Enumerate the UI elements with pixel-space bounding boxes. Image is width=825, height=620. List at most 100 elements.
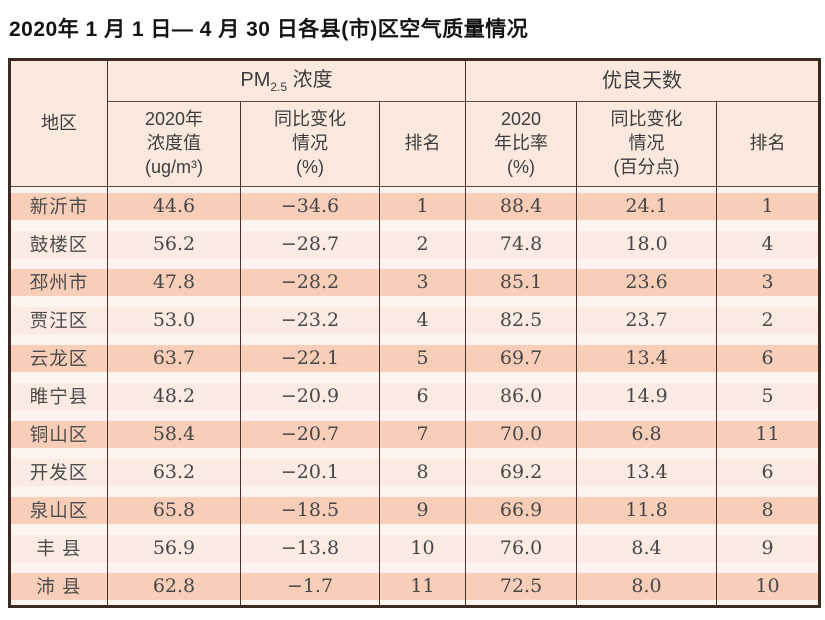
table-row: 云龙区 63.7 −22.1 5 69.7 13.4 6	[9, 339, 821, 377]
region-cell: 邳州市	[9, 263, 108, 301]
header-good-rank: 排名	[716, 101, 821, 187]
pm-rank-cell: 11	[378, 567, 467, 607]
table-row: 开发区 63.2 −20.1 8 69.2 13.4 6	[9, 453, 821, 491]
table-row: 沛 县 62.8 −1.7 11 72.5 8.0 10	[9, 567, 821, 607]
pm-rank-cell: 5	[378, 339, 467, 377]
good-ratio-cell: 85.1	[465, 263, 578, 301]
good-change-cell: 24.1	[576, 186, 718, 225]
good-ratio-cell: 72.5	[465, 567, 578, 607]
pm-value-cell: 48.2	[107, 377, 241, 415]
pm-change-cell: −28.2	[240, 263, 380, 301]
pm-change-cell: −1.7	[240, 567, 380, 607]
header-pm-group: PM2.5 浓度	[106, 59, 467, 102]
header-good-ratio: 2020 年比率 (%)	[465, 101, 578, 187]
region-cell: 铜山区	[9, 415, 108, 453]
header-pm-value: 2020年 浓度值 (ug/m³)	[107, 101, 241, 187]
pm-value-cell: 53.0	[107, 301, 241, 339]
pm-rank-cell: 2	[378, 225, 467, 263]
region-cell: 沛 县	[9, 567, 108, 607]
pm-change-cell: −18.5	[240, 491, 380, 529]
good-change-cell: 11.8	[576, 491, 718, 529]
pm-value-cell: 56.2	[107, 225, 241, 263]
good-rank-cell: 5	[716, 377, 821, 415]
pm-value-cell: 65.8	[107, 491, 241, 529]
header-pm-change: 同比变化 情况 (%)	[240, 101, 380, 187]
pm-value-cell: 63.7	[107, 339, 241, 377]
pm-value-cell: 47.8	[107, 263, 241, 301]
good-ratio-cell: 86.0	[465, 377, 578, 415]
table-row: 丰 县 56.9 −13.8 10 76.0 8.4 9	[9, 529, 821, 567]
pm-change-cell: −20.9	[240, 377, 380, 415]
page-title: 2020年 1 月 1 日— 4 月 30 日各县(市)区空气质量情况	[9, 18, 529, 41]
air-quality-table: 地区 PM2.5 浓度 优良天数 2020年 浓度值 (ug/m³) 同比变化 …	[8, 58, 822, 608]
table-row: 铜山区 58.4 −20.7 7 70.0 6.8 11	[9, 415, 821, 453]
table-row: 鼓楼区 56.2 −28.7 2 74.8 18.0 4	[9, 225, 821, 263]
good-change-cell: 23.7	[576, 301, 718, 339]
pm-label-rest: 浓度	[287, 68, 333, 91]
good-rank-cell: 8	[716, 491, 821, 529]
header-good-change: 同比变化 情况 (百分点)	[576, 101, 718, 187]
pm-rank-cell: 3	[378, 263, 467, 301]
pm-rank-cell: 1	[378, 186, 467, 225]
region-cell: 睢宁县	[9, 377, 108, 415]
pm-rank-cell: 4	[378, 301, 467, 339]
header-region: 地区	[9, 59, 108, 187]
good-change-cell: 18.0	[576, 225, 718, 263]
table-row: 新沂市 44.6 −34.6 1 88.4 24.1 1	[9, 186, 821, 225]
pm-subscript: 2.5	[270, 79, 288, 94]
header-group-row: 地区 PM2.5 浓度 优良天数	[9, 59, 821, 187]
pm-rank-cell: 10	[378, 529, 467, 567]
good-change-cell: 8.0	[576, 567, 718, 607]
pm-rank-cell: 6	[378, 377, 467, 415]
good-rank-cell: 6	[716, 453, 821, 491]
region-cell: 开发区	[9, 453, 108, 491]
pm-value-cell: 62.8	[107, 567, 241, 607]
pm-change-cell: −13.8	[240, 529, 380, 567]
good-ratio-cell: 82.5	[465, 301, 578, 339]
region-cell: 新沂市	[9, 186, 108, 225]
header-good-days-group: 优良天数	[465, 59, 821, 102]
pm-change-cell: −22.1	[240, 339, 380, 377]
pm-value-cell: 56.9	[107, 529, 241, 567]
pm-rank-cell: 9	[378, 491, 467, 529]
good-rank-cell: 11	[716, 415, 821, 453]
pm-rank-cell: 8	[378, 453, 467, 491]
good-rank-cell: 1	[716, 186, 821, 225]
good-ratio-cell: 69.7	[465, 339, 578, 377]
pm-rank-cell: 7	[378, 415, 467, 453]
good-change-cell: 13.4	[576, 339, 718, 377]
pm-value-cell: 44.6	[107, 186, 241, 225]
pm-change-cell: −28.7	[240, 225, 380, 263]
pm-change-cell: −20.7	[240, 415, 380, 453]
good-rank-cell: 4	[716, 225, 821, 263]
pm-change-cell: −20.1	[240, 453, 380, 491]
table-row: 泉山区 65.8 −18.5 9 66.9 11.8 8	[9, 491, 821, 529]
good-rank-cell: 3	[716, 263, 821, 301]
pm-label: PM	[240, 68, 271, 91]
good-ratio-cell: 69.2	[465, 453, 578, 491]
region-cell: 泉山区	[9, 491, 108, 529]
good-change-cell: 23.6	[576, 263, 718, 301]
good-change-cell: 8.4	[576, 529, 718, 567]
table-row: 贾汪区 53.0 −23.2 4 82.5 23.7 2	[9, 301, 821, 339]
good-ratio-cell: 74.8	[465, 225, 578, 263]
good-rank-cell: 6	[716, 339, 821, 377]
good-rank-cell: 10	[716, 567, 821, 607]
good-rank-cell: 2	[716, 301, 821, 339]
pm-change-cell: −34.6	[240, 186, 380, 225]
pm-change-cell: −23.2	[240, 301, 380, 339]
good-ratio-cell: 88.4	[465, 186, 578, 225]
table-row: 邳州市 47.8 −28.2 3 85.1 23.6 3	[9, 263, 821, 301]
good-ratio-cell: 76.0	[465, 529, 578, 567]
header-sub-row: 2020年 浓度值 (ug/m³) 同比变化 情况 (%) 排名 2020 年比…	[10, 101, 821, 187]
good-change-cell: 6.8	[576, 415, 718, 453]
region-cell: 云龙区	[9, 339, 108, 377]
table-row: 睢宁县 48.2 −20.9 6 86.0 14.9 5	[9, 377, 821, 415]
good-rank-cell: 9	[716, 529, 821, 567]
good-ratio-cell: 70.0	[465, 415, 578, 453]
region-cell: 鼓楼区	[9, 225, 108, 263]
header-pm-rank: 排名	[378, 101, 467, 187]
pm-value-cell: 63.2	[107, 453, 241, 491]
good-ratio-cell: 66.9	[465, 491, 578, 529]
